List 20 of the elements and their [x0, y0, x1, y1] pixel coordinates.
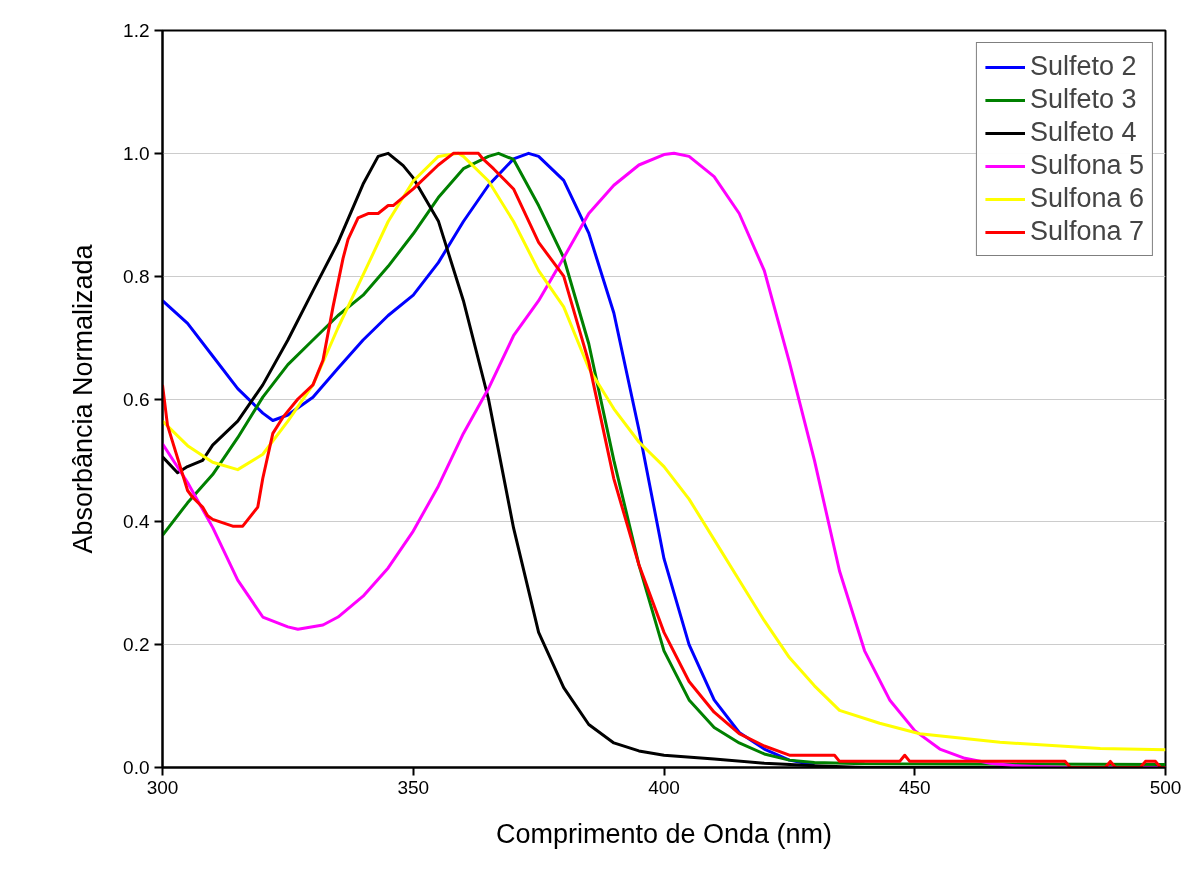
y-axis-title: Absorbância Normalizada: [68, 243, 99, 554]
x-tick-label: 500: [1149, 776, 1182, 798]
legend-label: Sulfeto 3: [1029, 84, 1137, 115]
y-tick-label: 0.2: [123, 634, 150, 656]
x-tick-label: 400: [648, 776, 680, 798]
legend-label: Sulfona 5: [1029, 150, 1144, 181]
x-tick-label: 300: [146, 776, 179, 798]
x-axis-title: Comprimento de Onda (nm): [495, 818, 833, 849]
x-tick-label: 450: [898, 776, 931, 798]
y-tick-label: 0.0: [123, 757, 150, 778]
legend-label: Sulfeto 2: [1029, 51, 1137, 82]
legend-label: Sulfona 7: [1029, 216, 1144, 247]
y-tick-label: 0.6: [123, 388, 150, 410]
y-tick-label: 1.0: [123, 142, 150, 164]
legend-label: Sulfona 6: [1029, 183, 1144, 214]
y-tick-label: 0.8: [123, 265, 150, 287]
y-tick-label: 0.4: [123, 511, 150, 533]
legend-label: Sulfeto 4: [1029, 117, 1137, 148]
y-tick-label: 1.2: [123, 20, 150, 41]
x-tick-label: 350: [397, 776, 430, 798]
